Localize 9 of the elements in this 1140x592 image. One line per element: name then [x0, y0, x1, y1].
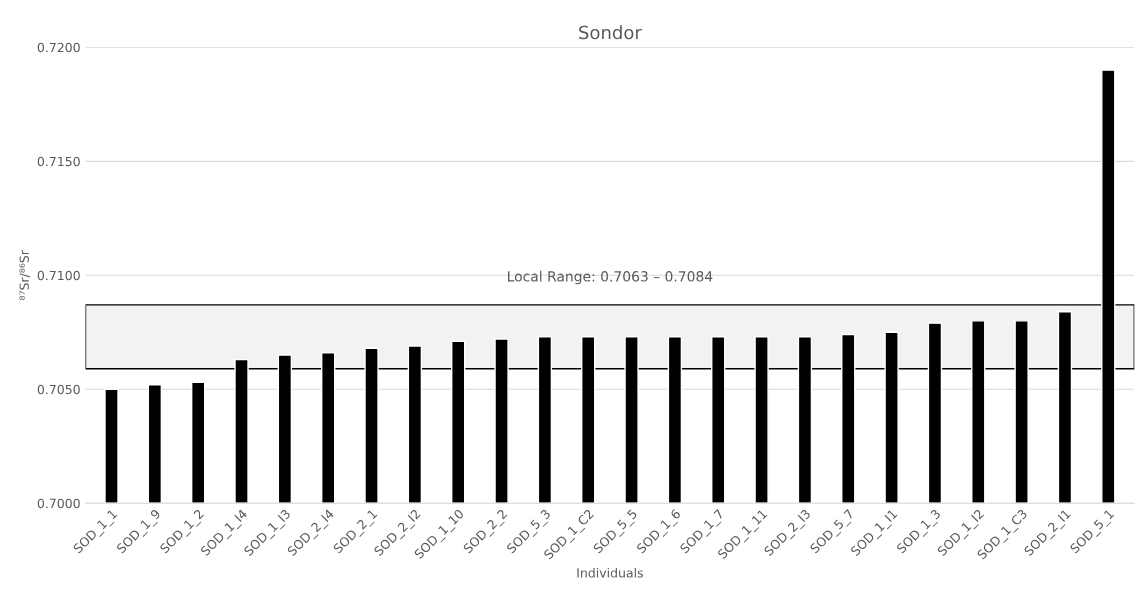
chart-title: Sondor	[579, 25, 642, 40]
x-axis-title: Individuals	[577, 567, 643, 578]
y-axis-title: ⁸⁷Sr/⁸⁶Sr	[19, 250, 30, 300]
y-tick-label: 0.7100	[37, 270, 80, 281]
y-tick-label: 0.7150	[37, 156, 80, 167]
y-tick-label: 0.7050	[37, 384, 80, 395]
y-tick-label: 0.7200	[37, 42, 80, 53]
y-tick-label: 0.7000	[37, 498, 80, 509]
band-label: Local Range: 0.7063 – 0.7084	[508, 270, 713, 285]
